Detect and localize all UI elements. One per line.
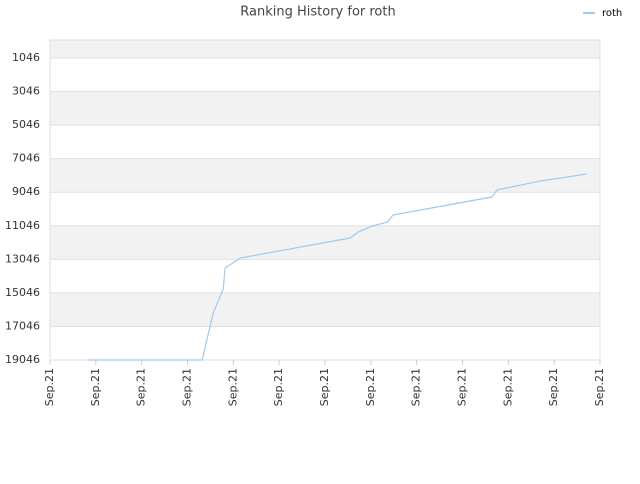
y-tick-label: 15046 (5, 286, 40, 299)
grid-band (50, 292, 600, 327)
grid-band (50, 158, 600, 193)
x-tick-label: Sep.21 (364, 368, 377, 406)
y-tick-label: 17046 (5, 319, 40, 332)
x-tick-label: Sep.21 (89, 368, 102, 406)
x-tick-label: Sep.21 (226, 368, 239, 406)
y-tick-label: 5046 (12, 118, 40, 131)
grid-band (50, 91, 600, 126)
y-tick-label: 13046 (5, 252, 40, 265)
x-tick-label: Sep.21 (410, 368, 423, 406)
x-tick-label: Sep.21 (272, 368, 285, 406)
y-tick-label: 19046 (5, 353, 40, 366)
x-tick-label: Sep.21 (43, 368, 56, 406)
y-tick-label: 3046 (12, 85, 40, 98)
grid-band (50, 40, 600, 59)
y-tick-label: 7046 (12, 152, 40, 165)
x-tick-label: Sep.21 (456, 368, 469, 406)
x-tick-label: Sep.21 (593, 368, 606, 406)
y-tick-label: 1046 (12, 51, 40, 64)
y-tick-label: 9046 (12, 185, 40, 198)
line (88, 173, 587, 361)
chart-title: Ranking History for roth (240, 5, 395, 20)
x-tick-label: Sep.21 (181, 368, 194, 406)
x-tick-label: Sep.21 (318, 368, 331, 406)
y-tick-label: 11046 (5, 219, 40, 232)
x-tick-label: Sep.21 (135, 368, 148, 406)
legend-label: roth (602, 8, 622, 19)
x-tick-label: Sep.21 (501, 368, 514, 406)
x-tick-label: Sep.21 (547, 368, 560, 406)
